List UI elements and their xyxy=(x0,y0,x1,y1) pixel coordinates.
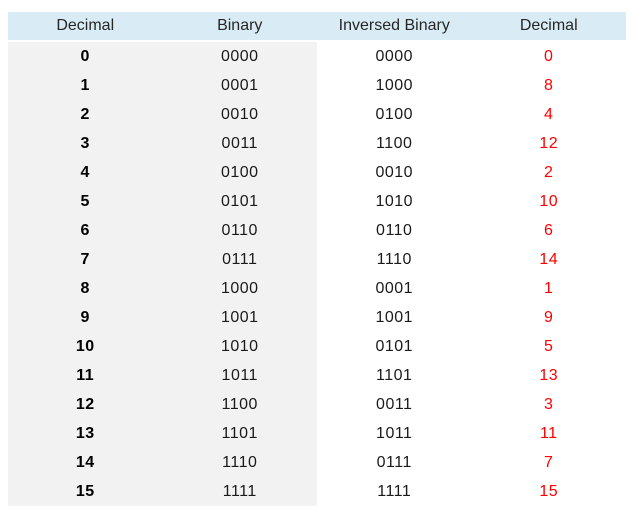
header-row: Decimal Binary Inversed Binary Decimal xyxy=(8,12,626,42)
cell-inversed-decimal: 2 xyxy=(544,163,554,181)
cell-binary: 0110 xyxy=(162,216,317,245)
cell-binary: 1000 xyxy=(162,274,317,303)
header-cell-binary: Binary xyxy=(162,12,317,42)
cell-decimal: 13 xyxy=(8,419,163,448)
cell-inversed-binary: 1110 xyxy=(376,250,412,268)
cell-decimal: 7 xyxy=(8,245,163,274)
table-row: 5 0101 1010 10 xyxy=(8,187,626,216)
cell-binary: 0101 xyxy=(162,187,317,216)
cell-decimal: 3 xyxy=(8,129,163,158)
cell-decimal: 1 xyxy=(8,71,163,100)
cell-inversed-binary: 0001 xyxy=(375,279,414,297)
cell-binary: 1001 xyxy=(162,303,317,332)
bit-reversal-table-container: Decimal Binary Inversed Binary Decimal 0… xyxy=(8,12,626,506)
cell-inversed-decimal: 7 xyxy=(544,453,554,471)
table-row: 9 1001 1001 9 xyxy=(8,303,626,332)
cell-inversed-binary: 1100 xyxy=(376,134,413,152)
cell-inversed-binary: 1011 xyxy=(376,424,413,442)
cell-inversed-binary: 0101 xyxy=(375,337,414,355)
cell-inversed-binary: 0010 xyxy=(375,163,414,181)
cell-binary: 0011 xyxy=(162,129,317,158)
cell-decimal: 12 xyxy=(8,390,163,419)
table-row: 2 0010 0100 4 xyxy=(8,100,626,129)
cell-inversed-decimal: 13 xyxy=(539,366,559,384)
table-row: 10 1010 0101 5 xyxy=(8,332,626,361)
cell-binary: 1100 xyxy=(162,390,317,419)
cell-decimal: 2 xyxy=(8,100,163,129)
cell-inversed-binary: 1000 xyxy=(375,76,414,94)
cell-inversed-binary: 0000 xyxy=(375,47,414,65)
cell-inversed-decimal: 9 xyxy=(544,308,554,326)
cell-decimal: 5 xyxy=(8,187,163,216)
cell-inversed-decimal: 8 xyxy=(544,76,554,94)
header-cell-decimal: Decimal xyxy=(8,12,163,42)
cell-inversed-binary: 1010 xyxy=(375,192,414,210)
cell-binary: 0010 xyxy=(162,100,317,129)
cell-inversed-decimal: 10 xyxy=(539,192,559,210)
bit-reversal-table: Decimal Binary Inversed Binary Decimal 0… xyxy=(8,12,626,506)
cell-inversed-binary: 0100 xyxy=(375,105,414,123)
table-row: 3 0011 1100 12 xyxy=(8,129,626,158)
table-row: 8 1000 0001 1 xyxy=(8,274,626,303)
cell-inversed-decimal: 11 xyxy=(539,424,558,442)
cell-binary: 1111 xyxy=(162,477,317,506)
cell-inversed-binary: 1111 xyxy=(377,482,412,500)
cell-inversed-decimal: 1 xyxy=(544,279,554,297)
cell-decimal: 8 xyxy=(8,274,163,303)
table-row: 15 1111 1111 15 xyxy=(8,477,626,506)
table-row: 1 0001 1000 8 xyxy=(8,71,626,100)
cell-inversed-decimal: 15 xyxy=(539,482,559,500)
cell-decimal: 0 xyxy=(8,42,163,71)
cell-inversed-binary: 0011 xyxy=(376,395,413,413)
table-body: 0 0000 0000 0 1 0001 1000 8 2 0010 0100 4 3 0011 1100 1… xyxy=(8,42,626,506)
cell-inversed-decimal: 0 xyxy=(544,47,554,65)
cell-binary: 0111 xyxy=(162,245,317,274)
cell-binary: 1110 xyxy=(162,448,317,477)
cell-binary: 1011 xyxy=(162,361,317,390)
table-header: Decimal Binary Inversed Binary Decimal xyxy=(8,12,626,42)
cell-inversed-binary: 1001 xyxy=(375,308,414,326)
cell-inversed-decimal: 3 xyxy=(544,395,554,413)
cell-binary: 0000 xyxy=(162,42,317,71)
cell-decimal: 15 xyxy=(8,477,163,506)
header-cell-inversed-binary: Inversed Binary xyxy=(317,12,472,42)
cell-inversed-binary: 0111 xyxy=(376,453,412,471)
table-row: 0 0000 0000 0 xyxy=(8,42,626,71)
table-row: 14 1110 0111 7 xyxy=(8,448,626,477)
cell-inversed-decimal: 14 xyxy=(539,250,559,268)
table-row: 11 1011 1101 13 xyxy=(8,361,626,390)
cell-binary: 0100 xyxy=(162,158,317,187)
table-row: 7 0111 1110 14 xyxy=(8,245,626,274)
cell-decimal: 4 xyxy=(8,158,163,187)
cell-decimal: 14 xyxy=(8,448,163,477)
cell-decimal: 6 xyxy=(8,216,163,245)
cell-decimal: 9 xyxy=(8,303,163,332)
cell-inversed-binary: 1101 xyxy=(376,366,413,384)
cell-binary: 1010 xyxy=(162,332,317,361)
header-cell-inversed-decimal: Decimal xyxy=(471,12,626,42)
cell-decimal: 10 xyxy=(8,332,163,361)
cell-inversed-decimal: 4 xyxy=(544,105,554,123)
cell-inversed-decimal: 12 xyxy=(539,134,559,152)
table-row: 13 1101 1011 11 xyxy=(8,419,626,448)
cell-binary: 0001 xyxy=(162,71,317,100)
cell-inversed-decimal: 6 xyxy=(544,221,554,239)
cell-inversed-binary: 0110 xyxy=(376,221,413,239)
table-row: 6 0110 0110 6 xyxy=(8,216,626,245)
cell-binary: 1101 xyxy=(162,419,317,448)
table-row: 4 0100 0010 2 xyxy=(8,158,626,187)
cell-inversed-decimal: 5 xyxy=(544,337,554,355)
cell-decimal: 11 xyxy=(8,361,163,390)
table-row: 12 1100 0011 3 xyxy=(8,390,626,419)
